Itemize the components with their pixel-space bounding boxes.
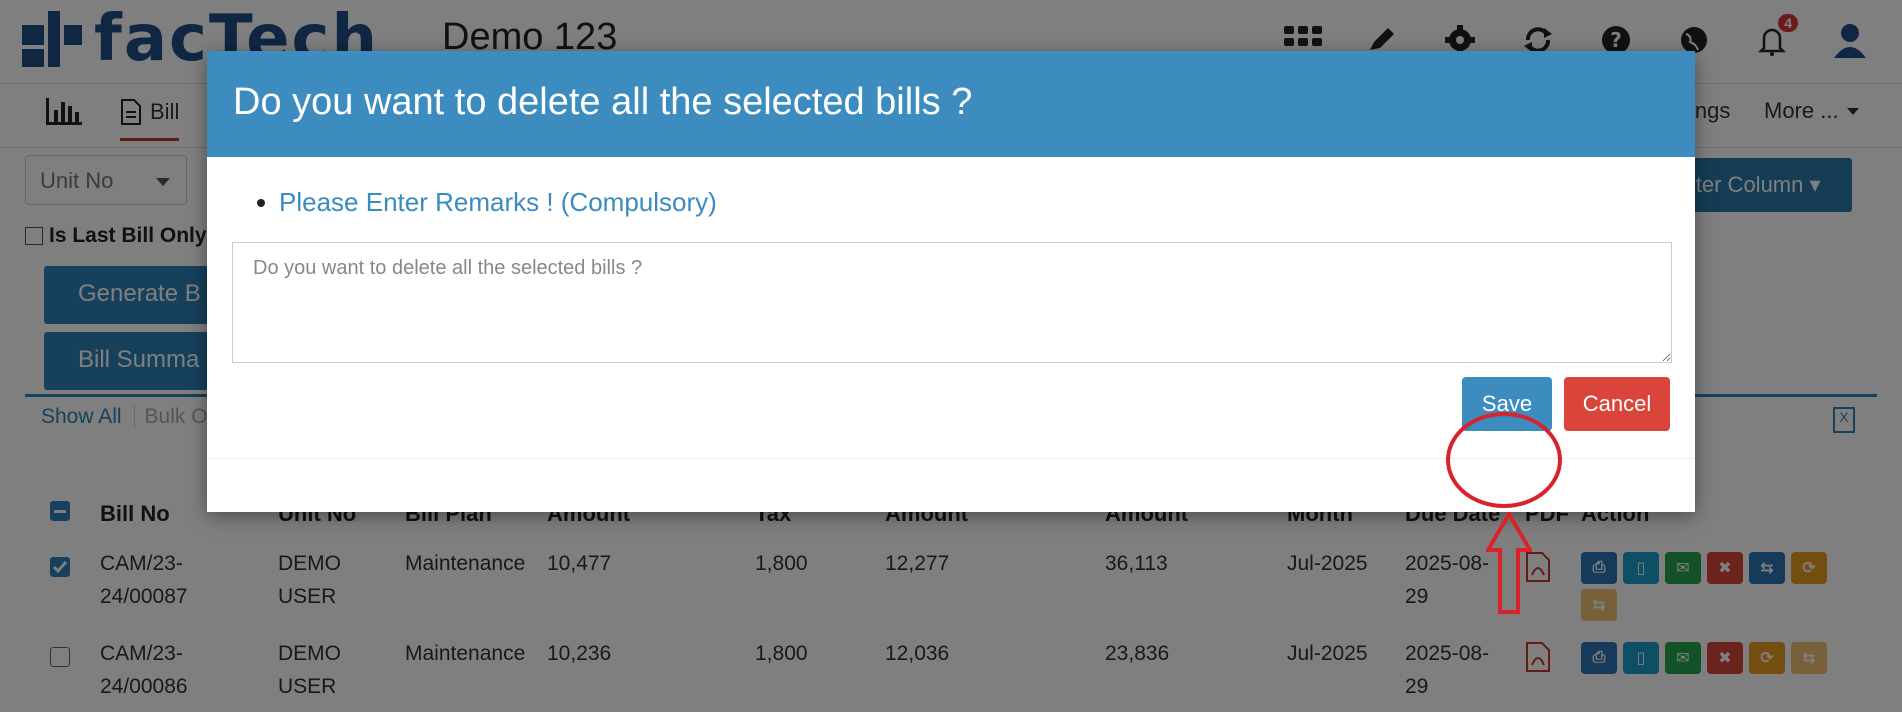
bullet-icon: [257, 198, 265, 207]
cancel-button[interactable]: Cancel: [1564, 377, 1670, 431]
delete-confirm-modal: Do you want to delete all the selected b…: [207, 51, 1695, 512]
modal-footer: Save Cancel: [207, 377, 1695, 512]
remarks-textarea[interactable]: [232, 242, 1672, 363]
remark-instruction: Please Enter Remarks ! (Compulsory): [257, 187, 717, 218]
remark-instruction-text: Please Enter Remarks ! (Compulsory): [279, 187, 717, 217]
modal-title: Do you want to delete all the selected b…: [207, 51, 1695, 157]
modal-body: Please Enter Remarks ! (Compulsory): [207, 157, 1695, 459]
annotation-arrow-up-icon: [1486, 512, 1532, 614]
annotation-circle: [1446, 412, 1562, 508]
